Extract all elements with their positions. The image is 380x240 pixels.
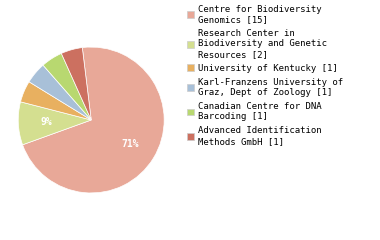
Legend: Centre for Biodiversity
Genomics [15], Research Center in
Biodiversity and Genet: Centre for Biodiversity Genomics [15], R… (187, 5, 343, 146)
Wedge shape (18, 102, 91, 145)
Text: 71%: 71% (121, 139, 139, 149)
Text: 9%: 9% (40, 117, 52, 127)
Wedge shape (21, 82, 91, 120)
Wedge shape (22, 47, 164, 193)
Wedge shape (43, 54, 91, 120)
Wedge shape (61, 48, 91, 120)
Wedge shape (29, 65, 91, 120)
